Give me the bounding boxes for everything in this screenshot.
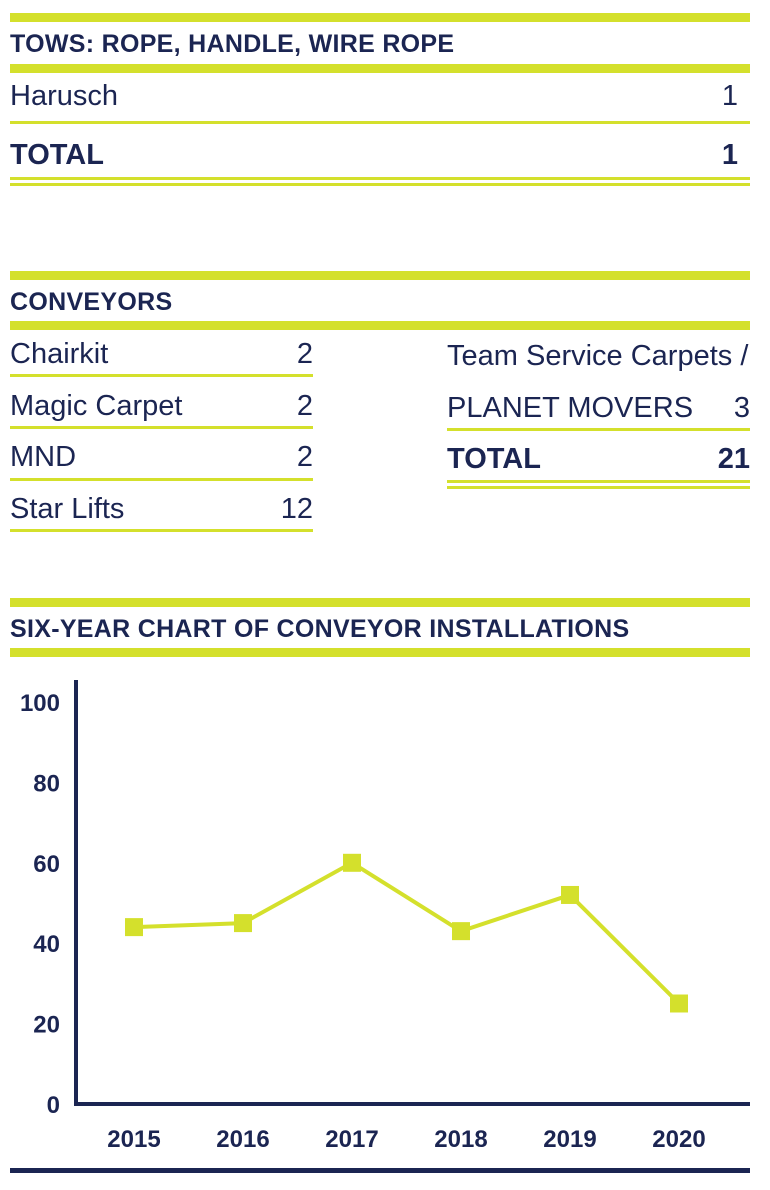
data-point-marker [670,994,688,1013]
y-tick-label: 100 [20,690,60,717]
line-chart: 0 20 40 60 80 100 2015 2016 2017 2018 2019 2020 [20,680,750,1153]
conveyors-heading-rule [10,321,750,330]
conveyor-row-value: 2 [296,337,313,370]
tows-total-label: TOTAL [10,138,104,171]
x-tick-label: 2020 [652,1126,705,1153]
conveyors-total-label: TOTAL [447,442,541,475]
tows-row-value: 1 [721,79,738,112]
tows-row-label: Harusch [10,79,118,112]
y-tick-label: 20 [33,1012,60,1039]
y-axis-ticks: 0 20 40 60 80 100 [20,690,60,1119]
x-tick-label: 2015 [107,1126,160,1153]
chart-heading: SIX-YEAR CHART OF CONVEYOR INSTALLATIONS [10,615,630,643]
conveyors-total-row: TOTAL 21 [447,441,750,477]
y-tick-label: 40 [33,931,60,958]
conveyors-total-rule-1 [447,480,750,483]
conveyor-row-divider [10,426,313,429]
conveyor-row-label: Chairkit [10,337,109,370]
conveyor-row-value: 2 [296,440,313,473]
x-tick-label: 2017 [325,1126,378,1153]
conveyors-total-rule-2 [447,486,750,489]
tows-total-rule-1 [10,177,750,180]
chart-series [125,853,688,1013]
y-tick-label: 80 [33,770,60,797]
conveyors-heading: CONVEYORS [10,288,173,316]
conveyor-row-label: Star Lifts [10,492,125,525]
data-point-marker [452,922,470,941]
series-line [133,860,681,1005]
tows-heading-rule [10,64,750,73]
chart-axes [74,680,750,1106]
conveyor-row-divider [447,428,750,431]
conveyors-total-value: 21 [717,442,750,475]
conveyor-row-divider [10,529,313,532]
conveyor-row-label: Magic Carpet [10,389,183,422]
tows-row-harusch: Harusch 1 [10,78,738,114]
tows-total-value: 1 [721,138,738,171]
x-axis-ticks: 2015 2016 2017 2018 2019 2020 [107,1126,705,1153]
conveyors-top-rule [10,271,750,280]
conveyor-row-value: 3 [733,391,750,424]
chart-heading-rule [10,648,750,657]
tows-row-divider [10,121,750,124]
x-tick-label: 2019 [543,1126,596,1153]
y-tick-label: 0 [47,1092,60,1119]
tows-heading: TOWS: ROPE, HANDLE, WIRE ROPE [10,30,455,58]
data-point-marker [561,885,579,904]
data-point-marker [125,918,143,937]
conveyor-row-magic-carpet: Magic Carpet 2 [10,388,313,424]
data-point-marker [234,914,252,933]
conveyor-row-team-service: Team Service Carpets / [447,338,750,374]
conveyor-row-chairkit: Chairkit 2 [10,336,313,372]
conveyor-row-planet-movers: PLANET MOVERS 3 [447,390,750,426]
conveyor-row-label: MND [10,440,77,473]
tows-total-rule-2 [10,183,750,186]
conveyor-row-star-lifts: Star Lifts 12 [10,491,313,527]
bottom-rule [10,1168,750,1173]
conveyor-row-value: 12 [280,492,313,525]
chart-top-rule [10,598,750,607]
y-tick-label: 60 [33,851,60,878]
tows-top-rule [10,13,750,22]
x-tick-label: 2016 [216,1126,269,1153]
conveyor-row-label: PLANET MOVERS [447,391,694,424]
conveyor-row-value: 2 [296,389,313,422]
conveyor-row-label: Team Service Carpets / [447,339,749,372]
data-point-marker [343,853,361,872]
conveyor-row-mnd: MND 2 [10,439,313,475]
conveyor-row-divider [10,478,313,481]
x-tick-label: 2018 [434,1126,487,1153]
tows-total-row: TOTAL 1 [10,137,738,173]
conveyor-row-divider [10,374,313,377]
